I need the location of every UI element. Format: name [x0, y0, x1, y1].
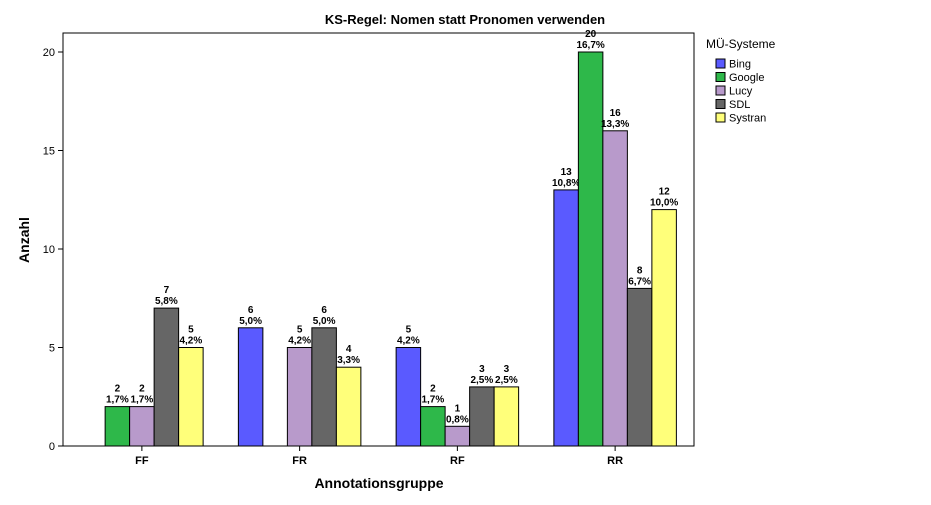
legend-label-bing: Bing [729, 59, 751, 71]
data-label-percent: 4,2% [288, 336, 311, 347]
data-label-count: 1 [455, 403, 461, 414]
y-tick-label: 0 [49, 441, 55, 453]
legend-swatch-bing [715, 58, 726, 69]
bar-systran-ff [178, 347, 204, 447]
data-label-count: 3 [504, 364, 510, 375]
bar-google-ff [104, 406, 131, 447]
data-label-percent: 13,3% [601, 119, 629, 130]
data-label-percent: 10,0% [650, 198, 678, 209]
data-label-count: 16 [610, 108, 622, 119]
y-tick-label: 10 [43, 244, 55, 256]
x-tick-label: FF [135, 455, 149, 467]
data-label-percent: 6,7% [628, 276, 651, 287]
data-label-count: 5 [297, 325, 303, 336]
data-label-count: 2 [115, 384, 121, 395]
data-label-count: 6 [321, 305, 327, 316]
legend-swatch-sdl [715, 99, 726, 109]
data-label-percent: 4,2% [397, 336, 420, 347]
data-label-percent: 2,5% [470, 375, 493, 386]
data-label-count: 5 [188, 325, 194, 336]
bar-lucy-ff [129, 406, 155, 447]
legend-swatch-systran [715, 112, 726, 123]
data-label-percent: 0,8% [446, 414, 469, 425]
bar-systran-rf [493, 386, 520, 447]
data-label-count: 3 [479, 364, 485, 375]
data-label-count: 8 [637, 265, 643, 276]
data-label-percent: 1,7% [421, 395, 444, 406]
bar-sdl-rr [626, 287, 653, 447]
data-label-count: 20 [585, 29, 597, 40]
x-tick-label: RR [607, 455, 623, 467]
data-label-count: 2 [430, 384, 436, 395]
y-tick-label: 20 [43, 47, 55, 59]
data-label-percent: 5,8% [155, 296, 178, 307]
data-label-percent: 16,7% [576, 40, 604, 51]
bar-lucy-rr [602, 130, 628, 447]
chart-title: KS-Regel: Nomen statt Pronomen verwenden [325, 12, 605, 27]
data-label-count: 7 [164, 285, 170, 296]
plot-area: 05101520FF21,7%21,7%75,8%54,2%FR65,0%54,… [43, 29, 695, 467]
legend-title: MÜ-Systeme [706, 37, 776, 51]
bar-lucy-rf [444, 425, 471, 447]
bar-bing-rr [553, 189, 579, 447]
data-label-percent: 10,8% [552, 178, 580, 189]
bar-lucy-fr [286, 347, 313, 447]
legend-label-sdl: SDL [729, 99, 750, 111]
plot-frame [62, 32, 695, 447]
data-label-count: 13 [561, 167, 573, 178]
data-label-percent: 5,0% [313, 316, 336, 327]
bar-bing-fr [237, 327, 264, 447]
data-label-count: 4 [346, 344, 352, 355]
bar-sdl-fr [311, 327, 337, 447]
x-tick-label: FR [292, 455, 307, 467]
bar-google-rf [420, 406, 446, 447]
data-label-count: 6 [248, 305, 254, 316]
x-tick-label: RF [450, 455, 465, 467]
legend-label-lucy: Lucy [729, 86, 753, 98]
data-label-percent: 5,0% [239, 316, 262, 327]
data-label-count: 12 [659, 187, 671, 198]
bar-google-rr [577, 51, 604, 447]
data-label-percent: 1,7% [106, 395, 129, 406]
y-tick-label: 15 [43, 146, 55, 158]
y-tick-label: 5 [49, 343, 55, 355]
legend-label-systran: Systran [729, 113, 766, 125]
data-label-percent: 4,2% [179, 336, 202, 347]
legend-swatch-lucy [715, 85, 726, 96]
data-label-percent: 2,5% [495, 375, 518, 386]
data-label-count: 2 [139, 384, 145, 395]
bar-systran-rr [651, 209, 677, 447]
bar-sdl-rf [469, 386, 495, 447]
bar-bing-rf [395, 347, 422, 447]
bar-systran-fr [335, 366, 362, 447]
legend-swatch-google [715, 72, 726, 82]
data-label-count: 5 [406, 325, 412, 336]
x-axis-title: Annotationsgruppe [314, 475, 443, 491]
y-axis-title: Anzahl [16, 217, 32, 263]
data-label-percent: 3,3% [337, 355, 360, 366]
legend-label-google: Google [729, 72, 764, 84]
bar-sdl-ff [153, 307, 180, 447]
data-label-percent: 1,7% [130, 395, 153, 406]
